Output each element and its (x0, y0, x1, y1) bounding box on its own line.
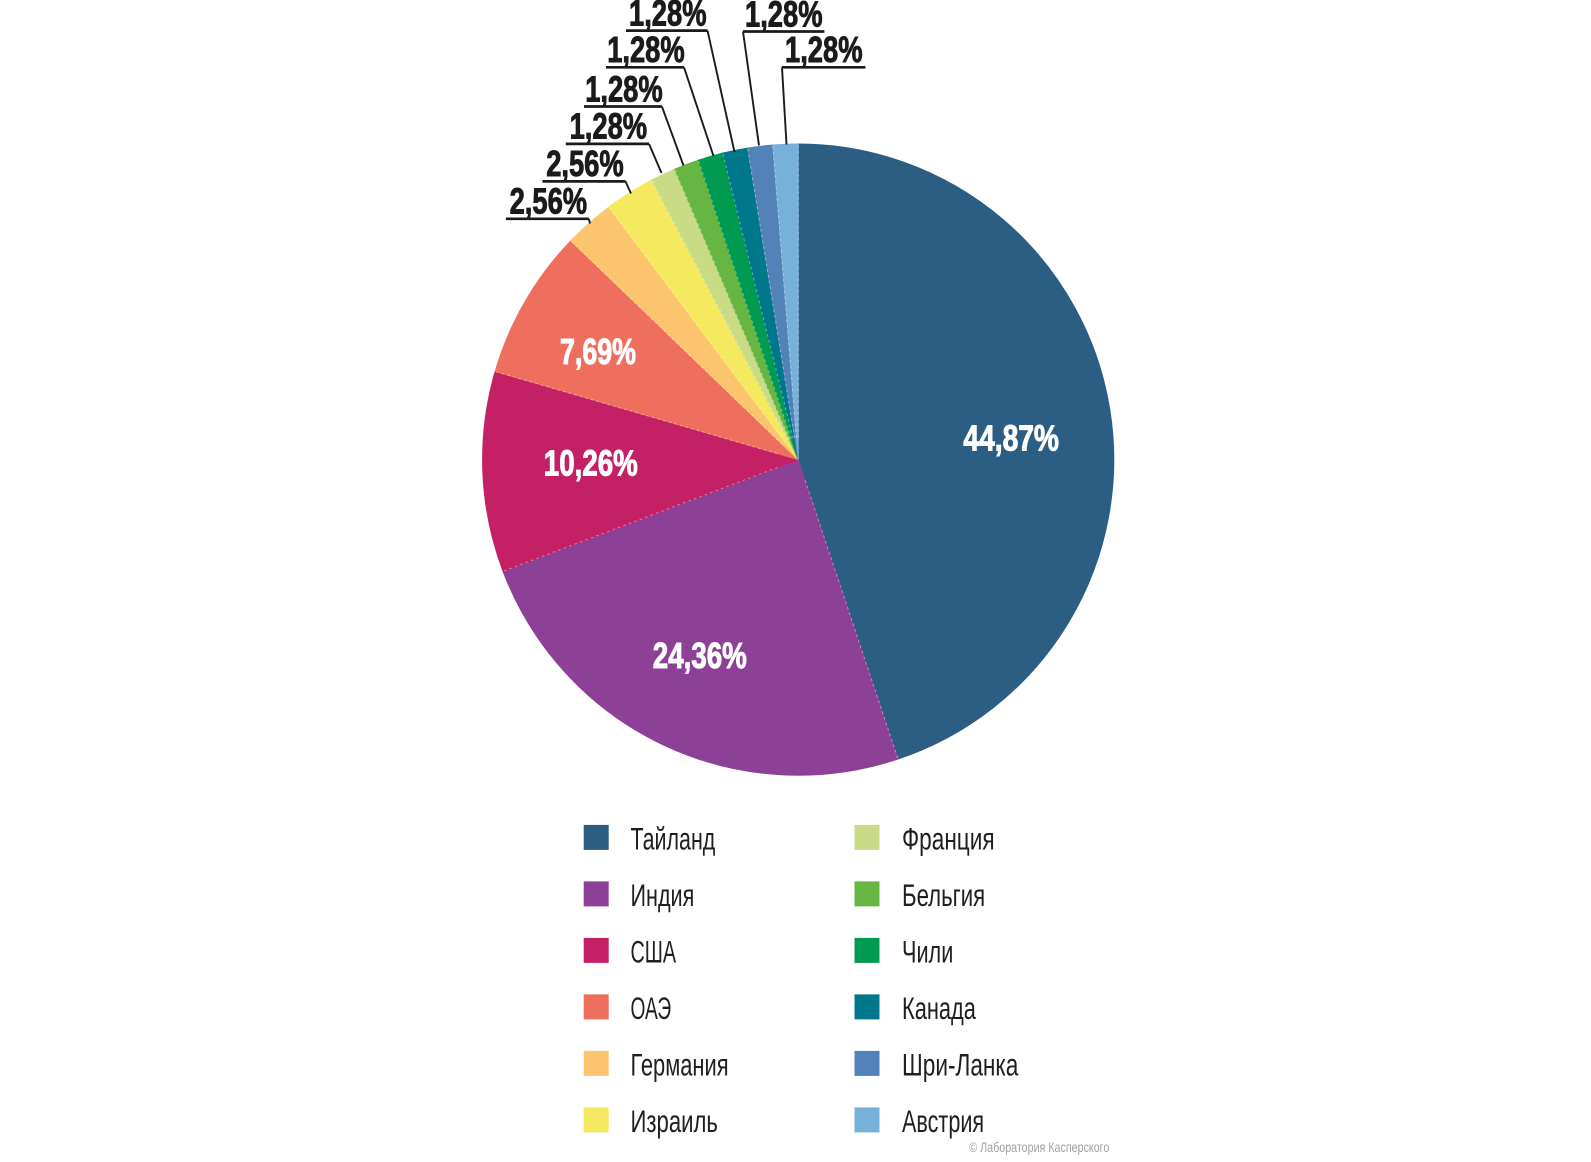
svg-text:1,28%: 1,28% (745, 0, 823, 34)
svg-text:Франция: Франция (902, 822, 995, 857)
svg-text:1,28%: 1,28% (607, 29, 685, 70)
svg-text:Тайланд: Тайланд (631, 822, 716, 857)
svg-text:10,26%: 10,26% (544, 443, 638, 484)
svg-text:1,28%: 1,28% (570, 106, 648, 147)
svg-text:7,69%: 7,69% (560, 331, 636, 372)
svg-text:ОАЭ: ОАЭ (631, 991, 672, 1026)
svg-text:1,28%: 1,28% (629, 0, 707, 33)
svg-text:Бельгия: Бельгия (902, 878, 985, 913)
svg-text:1,28%: 1,28% (585, 68, 663, 109)
svg-text:Германия: Германия (631, 1048, 729, 1083)
svg-text:44,87%: 44,87% (963, 417, 1059, 458)
svg-text:Шри-Ланка: Шри-Ланка (902, 1048, 1019, 1083)
svg-text:США: США (631, 935, 677, 970)
svg-text:Израиль: Израиль (631, 1104, 718, 1139)
svg-text:24,36%: 24,36% (653, 635, 747, 676)
svg-text:Чили: Чили (902, 935, 953, 970)
svg-text:2,56%: 2,56% (546, 143, 624, 184)
svg-text:2,56%: 2,56% (510, 181, 587, 222)
svg-text:Австрия: Австрия (902, 1104, 984, 1139)
svg-text:1,28%: 1,28% (785, 29, 863, 70)
svg-text:Канада: Канада (902, 991, 976, 1026)
svg-text:© Лаборатория Касперского: © Лаборатория Касперского (969, 1140, 1109, 1155)
svg-text:Индия: Индия (631, 878, 695, 913)
